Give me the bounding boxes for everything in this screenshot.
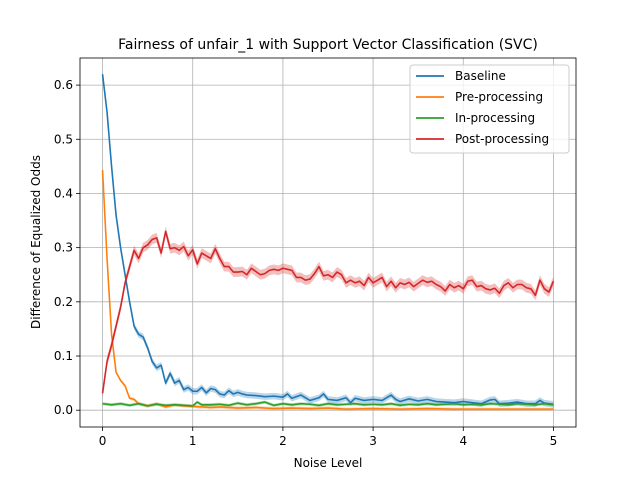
- baseline-legend-label: Baseline: [455, 69, 506, 83]
- x-tick-label: 4: [459, 434, 467, 448]
- baseline-line: [101, 74, 554, 406]
- in-processing-line: [102, 401, 554, 407]
- pre-processing-legend-label: Pre-processing: [455, 90, 543, 104]
- chart-title: Fairness of unfair_1 with Support Vector…: [118, 37, 538, 53]
- y-tick-label: 0.0: [54, 403, 73, 417]
- x-tick-label: 2: [279, 434, 287, 448]
- x-axis-label: Noise Level: [294, 456, 363, 470]
- y-tick-label: 0.2: [54, 295, 73, 309]
- plot-area: [79, 57, 577, 428]
- x-axis: 0 1 2 3 4 5: [99, 427, 558, 448]
- y-tick-label: 0.4: [54, 186, 73, 200]
- axes-frame: [79, 57, 577, 428]
- in-processing-legend-label: In-processing: [455, 111, 535, 125]
- legend-box: [409, 64, 570, 154]
- y-tick-label: 0.1: [54, 349, 73, 363]
- pre-processing-line: [101, 170, 554, 410]
- y-tick-label: 0.5: [54, 132, 73, 146]
- x-tick-label: 1: [189, 434, 197, 448]
- y-tick-label: 0.3: [54, 241, 73, 255]
- y-axis: 0.0 0.1 0.2 0.3 0.4 0.5 0.6: [54, 78, 80, 417]
- post-processing-line: [101, 230, 555, 394]
- y-axis-label: Difference of Equalized Odds: [29, 155, 43, 329]
- series-lines: [101, 74, 555, 410]
- post-processing-legend-label: Post-processing: [455, 132, 549, 146]
- grid: [80, 58, 576, 427]
- x-tick-label: 0: [99, 434, 107, 448]
- legend: Baseline Pre-processing In-processing Post-…: [409, 64, 570, 154]
- x-tick-label: 3: [369, 434, 377, 448]
- y-tick-label: 0.6: [54, 78, 73, 92]
- x-tick-label: 5: [550, 434, 558, 448]
